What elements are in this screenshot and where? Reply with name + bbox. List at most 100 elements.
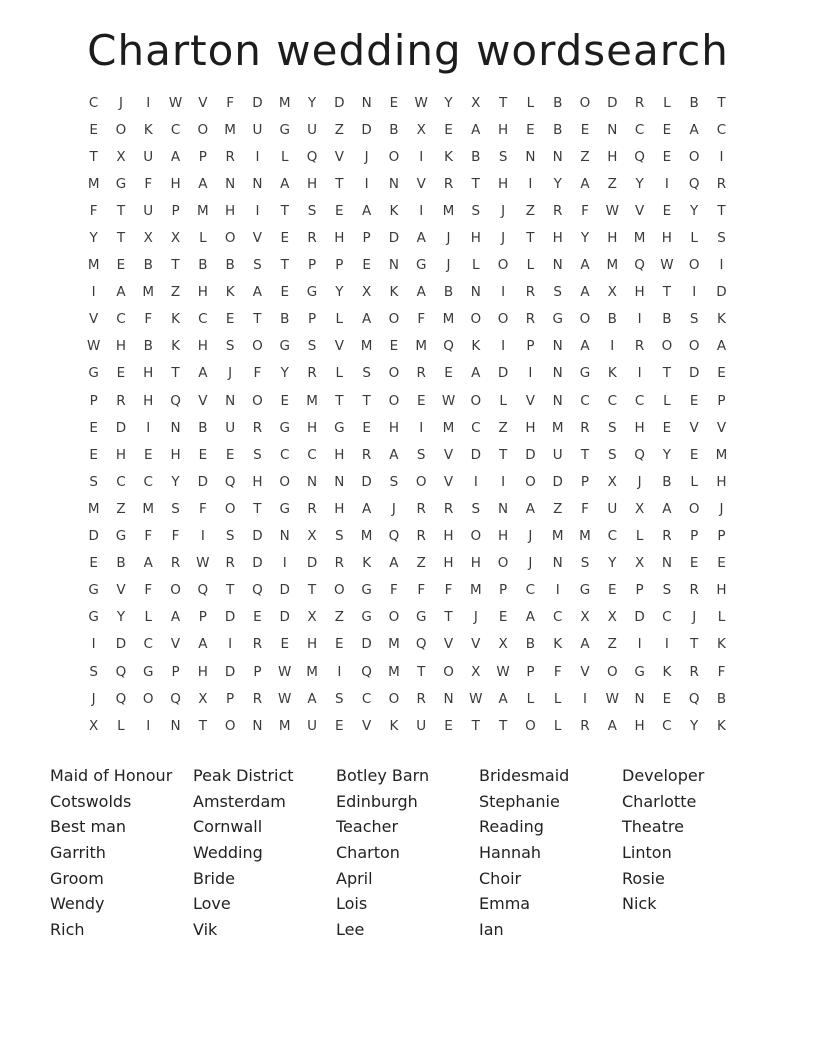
grid-letter: Y — [690, 202, 699, 219]
word-item: April — [336, 868, 373, 888]
grid-letter: K — [471, 338, 481, 355]
word-column: Developer Charlotte Theatre Linton Rosie Nick — [622, 763, 765, 942]
grid-letter: A — [580, 338, 590, 355]
grid-letter: I — [528, 175, 533, 192]
grid-letter: J — [118, 94, 123, 111]
grid-letter: S — [89, 473, 98, 490]
grid-letter: P — [198, 609, 207, 626]
grid-letter: N — [498, 500, 509, 517]
grid-letter: O — [688, 148, 700, 165]
grid-letter: C — [580, 392, 590, 409]
grid-letter: H — [634, 284, 645, 301]
grid-letter: D — [197, 473, 209, 490]
grid-letter: O — [497, 311, 509, 328]
grid-letter: F — [417, 582, 426, 599]
grid-letter: R — [580, 419, 590, 436]
grid-letter: V — [170, 636, 181, 653]
grid-letter: D — [252, 528, 263, 545]
grid-letter: V — [198, 94, 208, 111]
grid-letter: N — [470, 284, 481, 301]
grid-letter: H — [334, 446, 345, 463]
grid-letter: J — [473, 609, 478, 626]
grid-letter: Y — [690, 717, 699, 734]
grid-letter: B — [662, 473, 672, 490]
grid-letter: M — [551, 419, 564, 436]
grid-letter: E — [662, 148, 672, 165]
grid-letter: O — [606, 663, 618, 680]
grid-letter: G — [88, 582, 99, 599]
grid-letter: T — [307, 582, 317, 599]
grid-letter: C — [552, 609, 563, 626]
grid-letter: L — [526, 94, 535, 111]
grid-letter: N — [661, 555, 672, 572]
grid-letter: R — [252, 636, 263, 653]
grid-letter: T — [89, 148, 98, 165]
grid-letter: H — [334, 500, 345, 517]
grid-letter: D — [279, 609, 290, 626]
grid-letter: F — [171, 528, 180, 545]
grid-letter: O — [470, 528, 482, 545]
grid-letter: P — [171, 202, 180, 219]
grid-letter: N — [279, 528, 290, 545]
grid-letter: N — [552, 257, 563, 274]
grid-letter: D — [115, 636, 127, 653]
word-item: Charton — [336, 843, 400, 863]
grid-letter: K — [389, 717, 399, 734]
grid-letter: L — [117, 717, 125, 734]
grid-letter: C — [662, 717, 672, 734]
grid-letter: S — [307, 202, 317, 219]
grid-letter: U — [552, 446, 563, 463]
grid-letter: S — [389, 473, 399, 490]
grid-letter: J — [364, 148, 369, 165]
grid-letter: Q — [688, 175, 700, 192]
grid-letter: H — [661, 230, 672, 247]
grid-letter: S — [171, 500, 180, 517]
grid-letter: E — [389, 338, 399, 355]
grid-letter: U — [143, 202, 154, 219]
grid-letter: G — [634, 663, 645, 680]
grid-letter: X — [89, 717, 99, 734]
grid-letter: E — [444, 365, 453, 382]
grid-letter: B — [443, 284, 454, 301]
grid-letter: E — [335, 717, 344, 734]
grid-letter: P — [307, 311, 317, 328]
grid-letter: H — [552, 230, 563, 247]
grid-letter: I — [91, 636, 96, 653]
grid-letter: E — [280, 284, 289, 301]
grid-letter: H — [197, 663, 208, 680]
grid-letter: F — [89, 202, 98, 219]
grid-letter: B — [143, 257, 153, 274]
grid-letter: Z — [498, 419, 508, 436]
grid-letter: M — [142, 500, 155, 517]
word-column: Botley Barn Edinburgh Teacher Charton April L… — [336, 763, 479, 942]
grid-letter: B — [225, 257, 235, 274]
grid-letter: T — [253, 311, 262, 328]
grid-letter: L — [553, 717, 562, 734]
grid-letter: C — [361, 690, 372, 707]
grid-letter: M — [606, 257, 619, 274]
grid-letter: B — [116, 555, 126, 572]
grid-letter: D — [688, 365, 700, 382]
grid-letter: S — [471, 500, 481, 517]
grid-letter: C — [198, 311, 208, 328]
grid-letter: B — [143, 338, 153, 355]
grid-letter: M — [142, 284, 155, 301]
grid-letter: M — [278, 94, 291, 111]
grid-letter: U — [252, 121, 263, 138]
grid-letter: E — [335, 636, 344, 653]
grid-letter: G — [88, 365, 99, 382]
grid-letter: I — [337, 663, 342, 680]
grid-letter: N — [634, 690, 645, 707]
grid-letter: T — [717, 94, 726, 111]
grid-letter: I — [282, 555, 287, 572]
grid-letter: Y — [444, 94, 453, 111]
grid-letter: P — [362, 230, 371, 247]
grid-letter: H — [170, 446, 181, 463]
grid-letter: T — [253, 500, 262, 517]
grid-letter: E — [89, 419, 98, 436]
grid-letter: H — [225, 202, 236, 219]
grid-letter: M — [469, 582, 482, 599]
word-item: Lois — [336, 894, 368, 914]
